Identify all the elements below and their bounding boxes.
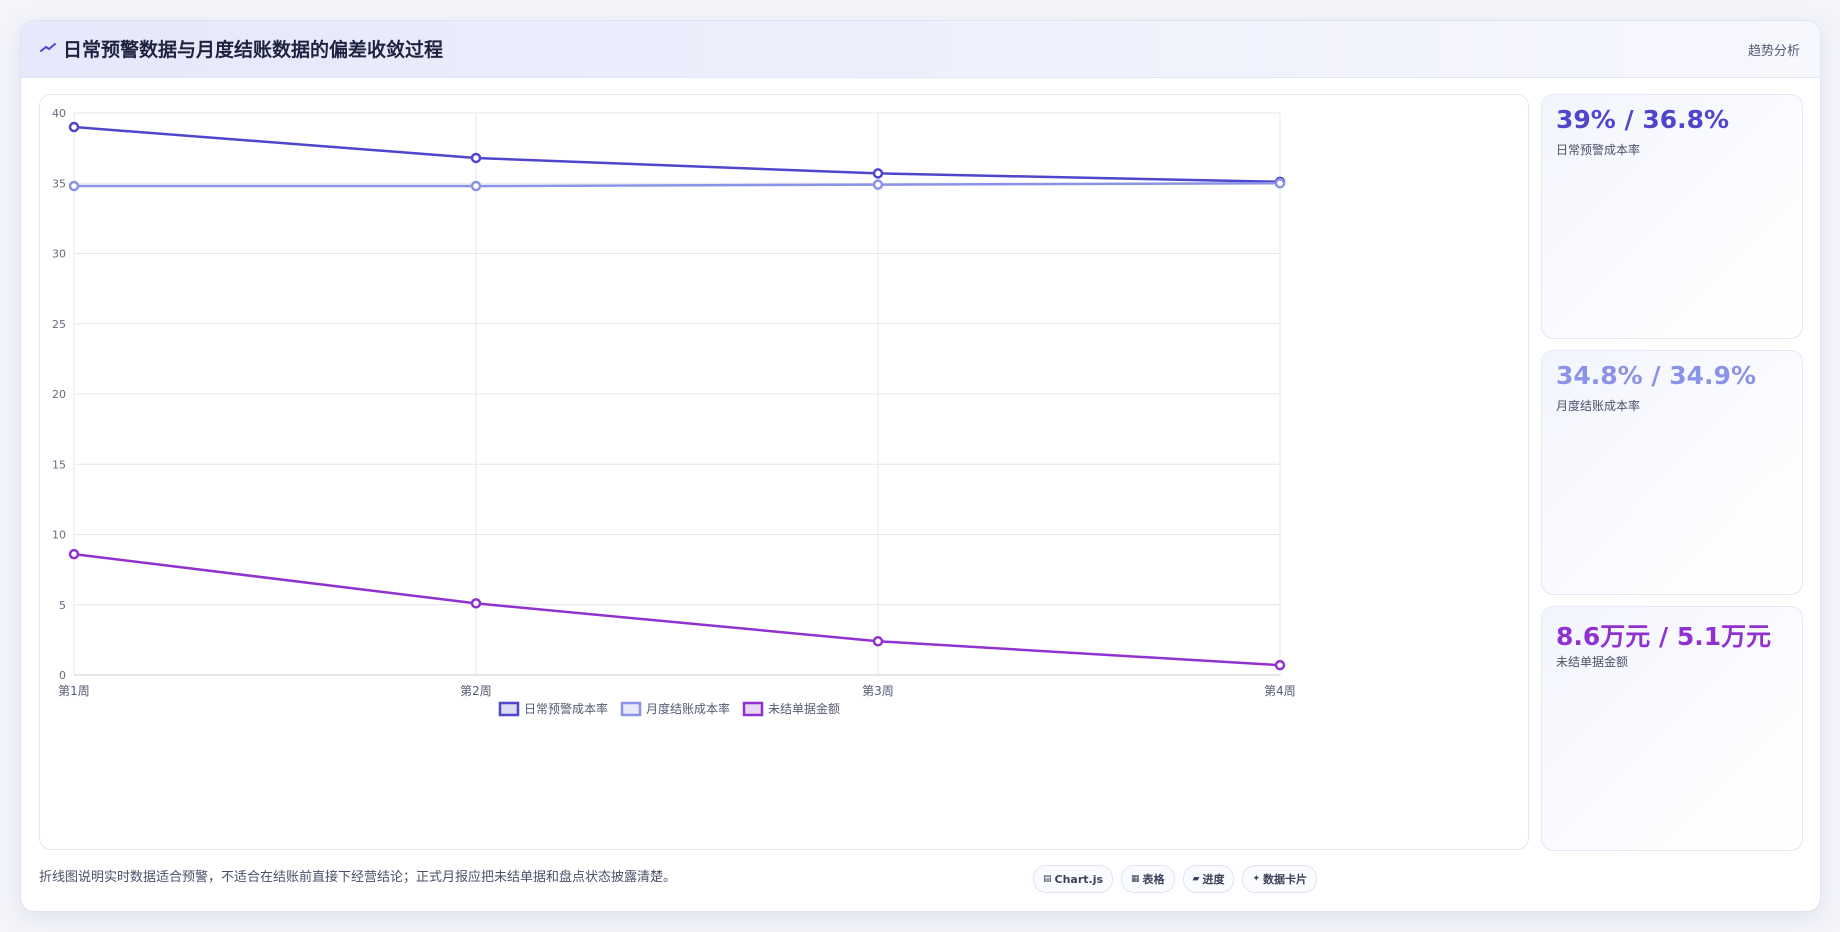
data-point [470,180,482,192]
data-point [470,152,482,164]
data-card-icon: ✦ [1252,874,1261,884]
legend-swatch [498,701,520,717]
chart-panel: 0 5 10 15 20 25 30 35 40 第1周 第2周 第3周 第4周日常预警成本率 月度结账成… [39,94,1529,850]
data-point [68,180,80,192]
chart-icon: ▤ [1043,874,1052,884]
x-tick-label: 第1周 [58,684,90,698]
table-icon: ▦ [1131,874,1140,884]
tag-chartjs[interactable]: ▤ Chart.js [1033,865,1114,893]
x-tick-label: 第3周 [862,684,894,698]
card-header: 日常预警数据与月度结账数据的偏差收敛过程 趋势分析 [21,21,1820,78]
footer-note: 折线图说明实时数据适合预警，不适合在结账前直接下经营结论；正式月报应把未结单据和… [39,870,677,885]
tag-progress[interactable]: ▰ 进度 [1182,865,1235,893]
tag-label: 数据卡片 [1263,873,1308,886]
x-tick-label: 第2周 [460,684,492,698]
data-point [1274,659,1286,671]
stat-label: 日常预警成本率 [1556,143,1641,157]
legend-label: 月度结账成本率 [646,701,730,716]
y-tick-label: 35 [52,177,66,190]
y-tick-label: 15 [52,458,66,471]
data-point [470,598,482,609]
trend-line-icon [40,43,56,52]
stat-card-unsettled: 8.6万元 / 5.1万元 未结单据金额 [1541,606,1803,851]
series-line-3 [73,552,1281,667]
data-point [872,168,884,179]
series-line-2 [74,182,1281,188]
data-point [68,121,80,133]
page-title: 日常预警数据与月度结账数据的偏差收敛过程 [63,39,444,61]
trend-analysis-label[interactable]: 趋势分析 [1747,44,1800,59]
stat-value: 39% / 36.8% [1556,105,1730,134]
data-point [68,548,80,560]
y-tick-label: 0 [59,669,66,682]
tech-tags: ▤ Chart.js ▦ 表格 ▰ 进度 ✦ 数据卡片 [1033,865,1318,893]
y-tick-label: 30 [52,248,66,261]
stat-value: 8.6万元 / 5.1万元 [1556,622,1772,651]
stat-card-monthly: 34.8% / 34.9% 月度结账成本率 [1541,350,1803,595]
legend-swatch [742,701,764,717]
y-tick-label: 10 [52,529,66,542]
tag-data-card[interactable]: ✦ 数据卡片 [1242,865,1318,893]
data-point [872,636,884,647]
progress-icon: ▰ [1192,874,1200,884]
y-tick-label: 40 [52,107,66,120]
x-tick-label: 第4周 [1264,684,1296,698]
trend-card: 日常预警数据与月度结账数据的偏差收敛过程 趋势分析 0 5 10 15 20 25 30 35… [20,20,1821,912]
data-point [1274,178,1286,189]
tag-label: 进度 [1202,873,1225,886]
stat-card-daily: 39% / 36.8% 日常预警成本率 [1541,94,1803,339]
series-line-1 [73,125,1281,184]
y-tick-label: 5 [59,599,66,612]
stat-label: 未结单据金额 [1556,655,1629,669]
legend-label: 未结单据金额 [768,701,840,716]
data-point [872,179,884,190]
stat-label: 月度结账成本率 [1556,399,1641,413]
tag-label: Chart.js [1054,872,1104,886]
stat-value: 34.8% / 34.9% [1556,361,1756,390]
legend-swatch [620,701,642,717]
legend-label: 日常预警成本率 [524,701,608,716]
tag-label: 表格 [1142,873,1165,886]
y-tick-label: 25 [52,318,66,331]
tag-table[interactable]: ▦ 表格 [1121,865,1175,893]
y-tick-label: 20 [52,388,66,401]
